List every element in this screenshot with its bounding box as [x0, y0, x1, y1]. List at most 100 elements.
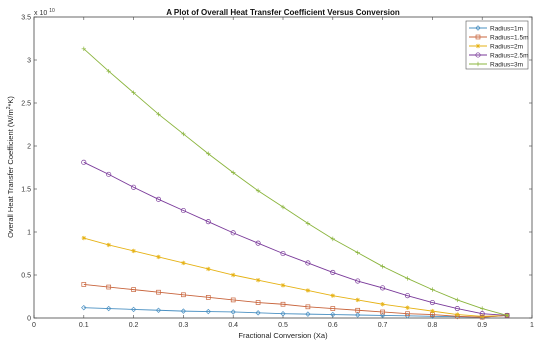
x-tick-label: 0.2 — [129, 322, 139, 329]
data-point — [330, 306, 336, 311]
y-axis-title: Overall Heat Transfer Coefficient (W/m2*… — [6, 96, 15, 238]
x-tick-label: 0 — [32, 322, 36, 329]
data-point — [455, 312, 460, 317]
data-point — [305, 260, 311, 266]
data-point — [181, 260, 186, 266]
data-point — [156, 111, 161, 117]
data-point — [156, 289, 161, 295]
legend: Radius=1m Radius=1.5m Radius=2m Radius=2.5m… — [465, 20, 528, 70]
data-point — [330, 236, 335, 242]
data-point — [106, 68, 111, 74]
data-point — [180, 308, 187, 314]
series-line — [83, 237, 508, 317]
x-tick-label: 0.4 — [228, 322, 238, 329]
data-point — [480, 306, 485, 311]
data-point — [430, 287, 435, 292]
y-tick-label: 3 — [27, 58, 31, 65]
data-point — [205, 308, 211, 315]
data-point — [255, 300, 261, 305]
series-3 — [81, 235, 510, 319]
data-point — [230, 297, 236, 303]
data-point — [380, 302, 385, 307]
data-point — [475, 25, 481, 31]
data-point — [475, 61, 481, 67]
data-point — [106, 242, 111, 248]
y-axis-title-sup: 2 — [6, 106, 12, 109]
data-point — [131, 90, 136, 95]
data-point — [106, 171, 112, 177]
data-point — [305, 288, 311, 293]
x-tick-label: 0.7 — [378, 322, 388, 329]
exponent-power: 10 — [49, 8, 55, 14]
chart-title: A Plot of Overall Heat Transfer Coeffici… — [166, 8, 400, 17]
data-point — [280, 311, 286, 317]
data-point — [280, 301, 286, 307]
data-point — [305, 221, 311, 226]
data-point — [181, 292, 186, 298]
data-point — [380, 285, 386, 291]
data-point — [255, 240, 261, 246]
data-point — [480, 314, 485, 319]
data-point — [355, 312, 361, 318]
data-point — [475, 34, 481, 40]
data-point — [255, 277, 261, 283]
x-tick-label: 0.5 — [278, 322, 288, 329]
x-tick-label: 1 — [530, 322, 534, 329]
data-point — [355, 278, 361, 284]
data-point — [180, 207, 186, 214]
series-1 — [81, 304, 510, 320]
exponent-base: x 10 — [34, 10, 47, 17]
data-point — [81, 282, 87, 287]
exponent-label: x 10 10 — [34, 8, 55, 17]
data-point — [81, 46, 86, 52]
y-tick-label: 1.5 — [21, 187, 31, 194]
legend-label: Radius=1.5m — [490, 34, 528, 41]
data-point — [305, 304, 311, 310]
legend-item: Radius=3m — [469, 61, 523, 68]
series-line — [83, 48, 508, 316]
x-axis-title: Fractional Conversion (Xa) — [238, 331, 328, 340]
data-point — [230, 309, 236, 315]
data-point — [81, 159, 87, 165]
data-point — [155, 196, 162, 202]
legend-label: Radius=2m — [490, 43, 523, 50]
y-axis: 0 0.5 1 1.5 2 2.5 3 3.5 — [21, 15, 532, 323]
data-point — [379, 312, 386, 319]
data-point — [405, 311, 410, 317]
data-point — [475, 52, 481, 58]
data-point — [330, 311, 336, 318]
y-tick-label: 3.5 — [21, 15, 31, 22]
data-point — [230, 230, 236, 236]
data-point — [131, 184, 137, 190]
data-point — [156, 254, 161, 260]
series-line — [83, 284, 508, 318]
data-point — [404, 313, 411, 319]
data-point — [255, 310, 261, 316]
y-tick-label: 0.5 — [21, 273, 31, 280]
data-point — [380, 309, 385, 315]
data-point — [475, 43, 481, 49]
data-point — [405, 305, 410, 310]
x-tick-label: 0.8 — [428, 322, 438, 329]
x-tick-label: 0.3 — [179, 322, 189, 329]
data-point — [330, 269, 336, 275]
data-point — [206, 266, 211, 272]
data-point — [429, 313, 436, 319]
data-point — [355, 297, 360, 303]
legend-label: Radius=2.5m — [490, 52, 528, 59]
data-point — [181, 131, 186, 137]
series-line — [83, 307, 508, 318]
data-point — [205, 295, 211, 300]
data-point — [155, 307, 162, 313]
legend-label: Radius=3m — [490, 61, 523, 68]
data-point — [430, 308, 435, 314]
data-point — [205, 219, 211, 225]
y-tick-label: 2 — [27, 144, 31, 151]
data-point — [405, 276, 410, 281]
data-point — [305, 311, 311, 317]
data-point — [504, 313, 510, 318]
data-point — [131, 248, 136, 254]
y-axis-title-main: Overall Heat Transfer Coefficient (W/m — [6, 109, 15, 238]
plot-area — [33, 16, 533, 319]
data-point — [280, 204, 286, 210]
